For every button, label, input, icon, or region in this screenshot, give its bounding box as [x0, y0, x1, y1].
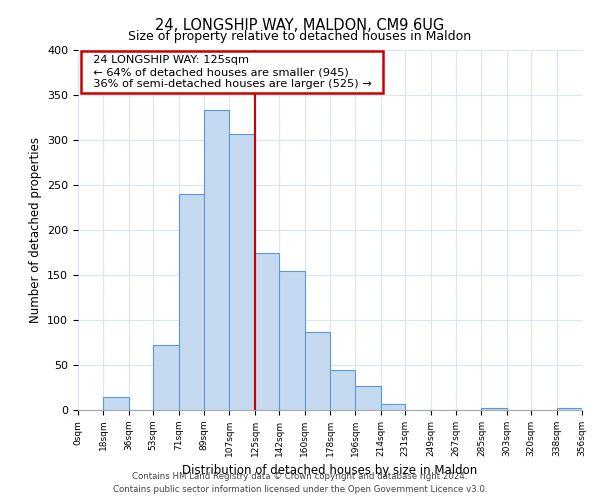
- Bar: [381, 404, 405, 410]
- Text: 24 LONGSHIP WAY: 125sqm  
  ← 64% of detached houses are smaller (945)  
  36% o: 24 LONGSHIP WAY: 125sqm ← 64% of detache…: [86, 56, 379, 88]
- X-axis label: Distribution of detached houses by size in Maldon: Distribution of detached houses by size …: [182, 464, 478, 477]
- Bar: [179, 194, 204, 410]
- Bar: [229, 134, 255, 410]
- Text: Contains HM Land Registry data © Crown copyright and database right 2024.
Contai: Contains HM Land Registry data © Crown c…: [113, 472, 487, 494]
- Bar: [279, 270, 305, 410]
- Text: Size of property relative to detached houses in Maldon: Size of property relative to detached ho…: [128, 30, 472, 43]
- Text: 24, LONGSHIP WAY, MALDON, CM9 6UG: 24, LONGSHIP WAY, MALDON, CM9 6UG: [155, 18, 445, 32]
- Bar: [305, 332, 330, 410]
- Bar: [153, 345, 179, 410]
- Bar: [481, 408, 507, 410]
- Bar: [355, 386, 381, 410]
- Bar: [330, 370, 355, 410]
- Bar: [255, 252, 279, 410]
- Bar: [204, 110, 229, 410]
- Bar: [103, 396, 129, 410]
- Y-axis label: Number of detached properties: Number of detached properties: [29, 137, 41, 323]
- Bar: [557, 408, 582, 410]
